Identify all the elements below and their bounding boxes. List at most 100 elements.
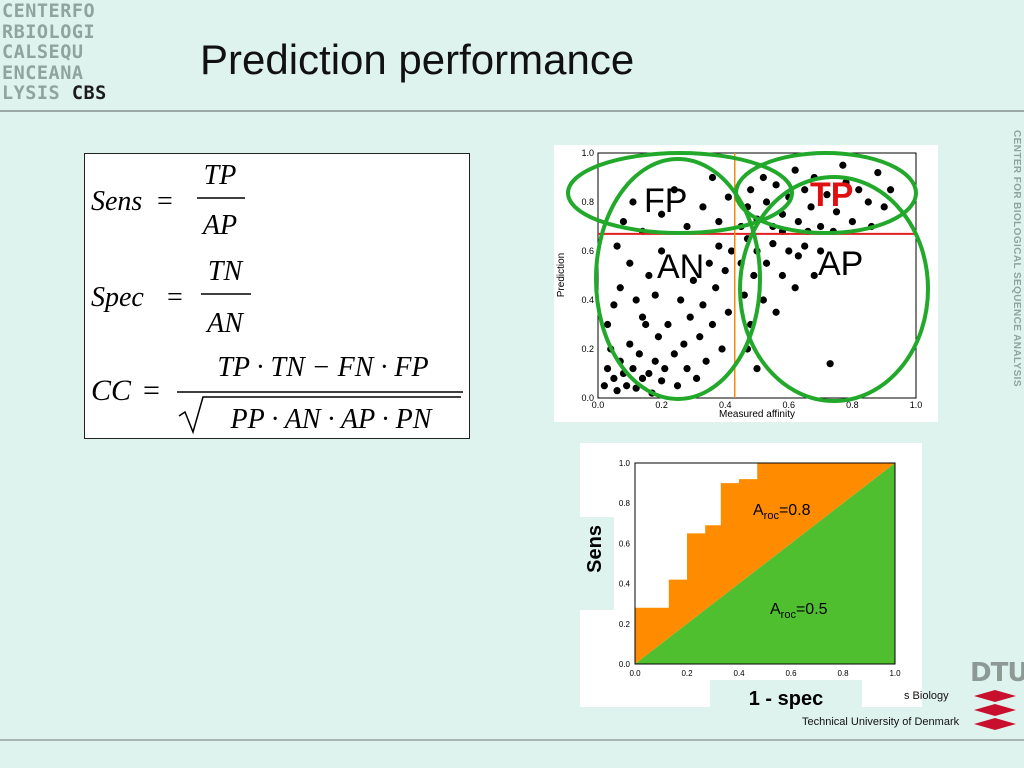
scatter-point	[848, 218, 856, 226]
roc-ytick: 0.0	[619, 660, 631, 669]
cc-numerator: TP · TN − FN · FP	[217, 352, 428, 383]
roc-plot-area	[634, 462, 896, 665]
sens-numerator: TP	[204, 160, 237, 191]
bottom-divider	[0, 739, 1024, 741]
scatter-point	[683, 222, 691, 231]
label-an: AN	[657, 248, 704, 286]
scatter-point	[759, 296, 767, 304]
roc-xtick: 0.8	[837, 669, 849, 678]
roc-area-under-diagonal	[635, 463, 895, 664]
scatter-point	[696, 333, 704, 341]
scatter-point	[772, 181, 780, 189]
spec-axis-label: 1 - spec	[710, 680, 862, 718]
footer-line-2: Technical University of Denmark	[802, 716, 960, 728]
scatter-point	[832, 208, 841, 216]
scatter-point	[642, 320, 650, 329]
scatter-point	[686, 313, 694, 321]
roc-ytick: 0.4	[619, 580, 631, 589]
scatter-point	[855, 186, 863, 194]
scatter-point	[638, 374, 647, 382]
dtu-logo-word: DTU	[970, 658, 1024, 688]
cc-eq: =	[143, 374, 160, 407]
scatter-point	[718, 345, 726, 353]
scatter-xtick: 0.2	[655, 400, 668, 410]
spec-lhs: Spec	[91, 282, 144, 313]
scatter-point	[658, 247, 666, 255]
scatter-ytick: 0.2	[581, 344, 594, 354]
scatter-point	[680, 340, 688, 348]
scatter-point	[661, 365, 669, 373]
scatter-point	[632, 384, 640, 392]
scatter-point	[750, 271, 758, 280]
logo-lysis: LYSIS	[2, 83, 72, 104]
scatter-point	[839, 161, 847, 169]
cc-denominator: PP · AN · AP · PN	[230, 404, 433, 435]
top-divider	[0, 110, 1024, 112]
scatter-point	[810, 271, 818, 280]
scatter-point	[807, 203, 815, 211]
scatter-point	[715, 242, 723, 250]
scatter-point	[778, 271, 787, 280]
scatter-point	[699, 203, 707, 211]
spec-eq: =	[167, 282, 183, 313]
scatter-point	[670, 350, 678, 358]
scatter-point	[632, 296, 640, 304]
scatter-point	[817, 222, 825, 231]
scatter-point	[626, 259, 634, 267]
roc-xtick: 0.4	[733, 669, 745, 678]
footer-line-1: s Biology	[904, 690, 949, 702]
sens-denominator: AP	[201, 210, 237, 241]
scatter-point	[801, 242, 809, 250]
scatter-point	[645, 369, 653, 378]
scatter-point	[772, 308, 780, 316]
scatter-xtick: 1.0	[910, 400, 923, 410]
scatter-point	[727, 247, 736, 255]
scatter-xlabel: Measured affinity	[719, 409, 795, 420]
scatter-point	[670, 186, 678, 194]
scatter-xtick: 0.8	[846, 400, 859, 410]
scatter-point	[651, 291, 659, 299]
scatter-point	[823, 191, 831, 199]
roc-xtick: 0.0	[629, 669, 641, 678]
scatter-point	[724, 193, 732, 201]
scatter-point	[826, 360, 834, 368]
logo-line-4: ENCEANA	[2, 62, 84, 84]
logo-line-2: RBIOLOGI	[2, 21, 96, 43]
scatter-point	[785, 247, 793, 255]
dtu-logo: DTU	[966, 658, 1024, 736]
scatter-ytick: 1.0	[581, 148, 594, 158]
scatter-point	[880, 203, 888, 211]
scatter-panel: 0.0 0.0 0.2 0.2 0.4 0.4 0.6 0.6 0.8 0.8 1.0 1.0 Mea…	[554, 145, 938, 422]
sqrt-sign	[178, 396, 461, 435]
scatter-point	[613, 387, 621, 395]
scatter-point	[600, 382, 608, 390]
roc-xtick: 0.6	[785, 669, 797, 678]
side-vertical-text: CENTER FOR BIOLOGICAL SEQUENCE ANALYSIS	[1011, 130, 1022, 387]
scatter-ytick: 0.8	[581, 197, 594, 207]
scatter-ytick: 0.0	[581, 393, 594, 403]
scatter-point	[715, 218, 723, 226]
sens-lhs: Sens	[91, 186, 142, 217]
logo-cbs: CBS	[71, 83, 107, 104]
scatter-point	[886, 186, 895, 194]
scatter-point	[801, 186, 809, 194]
roc-panel: 0.0 0.0 0.2 0.2 0.4 0.4 0.6 0.6 0.8 0.8 1.0 1.0 Aro…	[580, 443, 922, 707]
scatter-point	[654, 333, 663, 341]
scatter-point	[623, 382, 631, 390]
scatter-point	[613, 242, 621, 250]
spec-numerator: TN	[208, 256, 244, 287]
scatter-point	[705, 259, 713, 267]
scatter-xtick: 0.6	[783, 400, 796, 410]
scatter-point	[702, 357, 710, 365]
scatter-point	[740, 291, 748, 299]
scatter-point	[874, 169, 882, 177]
scatter-point	[664, 320, 672, 329]
roc-ytick: 0.8	[619, 499, 631, 508]
roc-ytick: 0.2	[619, 620, 631, 629]
roc-ytick: 1.0	[619, 459, 631, 468]
scatter-ytick: 0.4	[581, 295, 594, 305]
scatter-point	[658, 210, 666, 218]
scatter-point	[721, 267, 729, 275]
label-tp: TP	[810, 176, 853, 214]
scatter-point	[699, 301, 707, 309]
